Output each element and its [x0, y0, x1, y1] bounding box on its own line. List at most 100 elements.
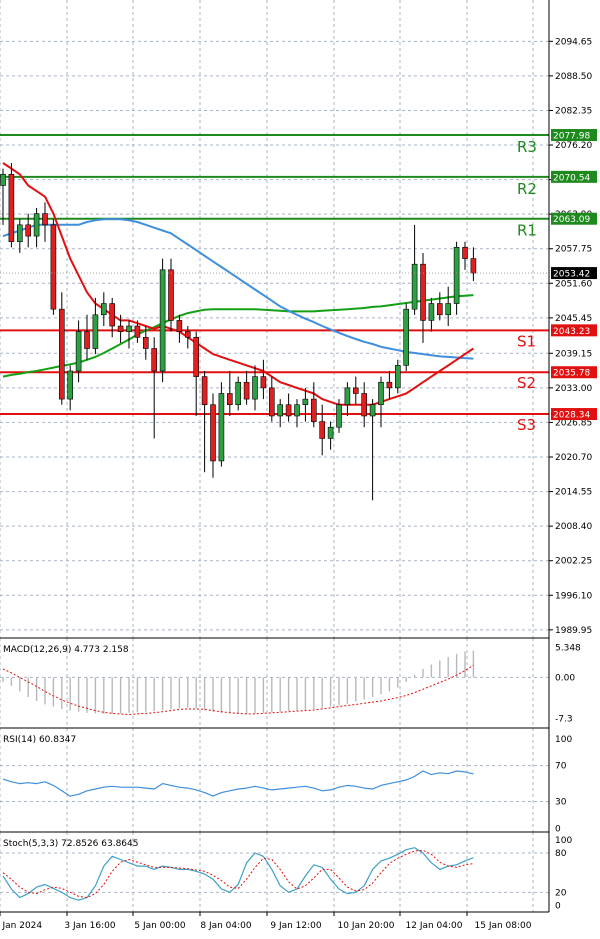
- candle: [336, 399, 342, 433]
- candle: [378, 376, 384, 428]
- candle: [361, 382, 368, 428]
- y-tick-label: 2033.00: [555, 384, 592, 394]
- candle: [201, 370, 208, 473]
- rsi-tick-label: 70: [555, 762, 567, 772]
- candle-body: [84, 331, 90, 349]
- candle: [277, 399, 284, 428]
- level-price-tag: 2070.54: [553, 173, 590, 183]
- candle-body: [361, 393, 368, 417]
- candle-body: [126, 325, 132, 332]
- candle: [159, 258, 166, 383]
- x-tick-label: 2 Jan 2024: [0, 921, 42, 931]
- candle: [386, 370, 393, 400]
- candle-body: [336, 404, 342, 428]
- level-name-r3: R3: [517, 138, 537, 156]
- candle: [117, 314, 124, 343]
- stoch-k-line: [2, 847, 474, 901]
- candle-body: [50, 224, 57, 310]
- x-tick-label: 3 Jan 16:00: [64, 921, 116, 931]
- candle: [436, 292, 443, 321]
- candle-body: [25, 224, 32, 237]
- candle-body: [101, 303, 107, 316]
- candle: [420, 252, 426, 343]
- candle-body: [235, 381, 241, 406]
- candle-body: [243, 381, 250, 400]
- candle-body: [386, 381, 393, 389]
- level-price-tag: 2063.09: [553, 215, 590, 225]
- candle-body: [252, 376, 258, 400]
- candle: [394, 359, 401, 394]
- candle: [445, 286, 452, 327]
- level-price-tag: 2077.98: [553, 132, 590, 142]
- level-price-tag-bg: [551, 129, 597, 142]
- candle-body: [420, 263, 426, 321]
- candle: [310, 382, 317, 428]
- macd-tick-label: 5.348: [555, 643, 581, 653]
- candle: [352, 376, 359, 405]
- y-tick-label: 2014.55: [555, 488, 592, 498]
- candle: [193, 331, 199, 416]
- x-tick-label: 10 Jan 20:00: [338, 921, 395, 931]
- candle-body: [294, 404, 300, 417]
- candle: [33, 207, 40, 248]
- candle: [302, 387, 309, 422]
- candle: [268, 376, 275, 422]
- current-price-tag-bg: [551, 267, 597, 280]
- level-name-s3: S3: [517, 416, 536, 434]
- candle: [67, 365, 73, 411]
- candle: [50, 219, 57, 315]
- candle: [0, 168, 6, 225]
- level-price-tag: 2043.23: [553, 327, 590, 337]
- candle-body: [436, 303, 443, 316]
- candle: [8, 163, 15, 248]
- y-tick-label: 1996.10: [555, 591, 592, 601]
- y-tick-label: 1989.95: [555, 626, 592, 636]
- level-price-tag: 2035.78: [553, 369, 590, 379]
- candle: [75, 320, 82, 383]
- stoch-tick-label: 100: [555, 836, 572, 846]
- candle-body: [117, 325, 124, 332]
- candle-body: [352, 387, 359, 394]
- candle-body: [403, 308, 410, 366]
- ma-green-line: [2, 294, 474, 378]
- candle: [16, 219, 23, 253]
- stoch-d-line: [2, 849, 474, 899]
- y-tick-label: 2057.75: [555, 245, 592, 255]
- level-price-tag-bg: [551, 324, 597, 337]
- candle-body: [193, 336, 199, 377]
- candle-body: [470, 258, 477, 274]
- level-price-tag-bg: [551, 170, 597, 183]
- candle-body: [0, 173, 6, 186]
- candle-body: [218, 393, 225, 462]
- level-price-tag: 2028.34: [553, 411, 590, 421]
- candle: [42, 202, 48, 242]
- y-tick-label: 2002.25: [555, 557, 592, 567]
- candle: [143, 326, 149, 360]
- current-price-tag: 2053.42: [553, 270, 590, 280]
- candle: [185, 326, 191, 349]
- candle-body: [344, 387, 351, 406]
- candle: [344, 382, 351, 416]
- x-tick-label: 15 Jan 08:00: [475, 921, 532, 931]
- level-price-tag-bg: [551, 212, 597, 225]
- y-tick-label: 2045.45: [555, 314, 592, 324]
- candle-body: [227, 393, 233, 406]
- level-name-r2: R2: [517, 180, 537, 198]
- rsi-tick-label: 30: [555, 798, 567, 808]
- y-tick-label: 2088.50: [555, 72, 592, 82]
- candle: [168, 258, 174, 332]
- candle: [210, 393, 216, 478]
- y-tick-label: 2039.15: [555, 349, 592, 359]
- y-tick-label: 2051.60: [555, 279, 592, 289]
- candle: [84, 314, 90, 360]
- rsi-title: RSI(14) 60.8347: [3, 735, 76, 745]
- candle-body: [201, 376, 208, 406]
- candle: [227, 370, 233, 416]
- candle-body: [310, 398, 317, 422]
- candle: [252, 365, 258, 411]
- y-tick-label: 2082.35: [555, 106, 592, 116]
- candle-body: [210, 404, 216, 462]
- candle: [260, 359, 267, 400]
